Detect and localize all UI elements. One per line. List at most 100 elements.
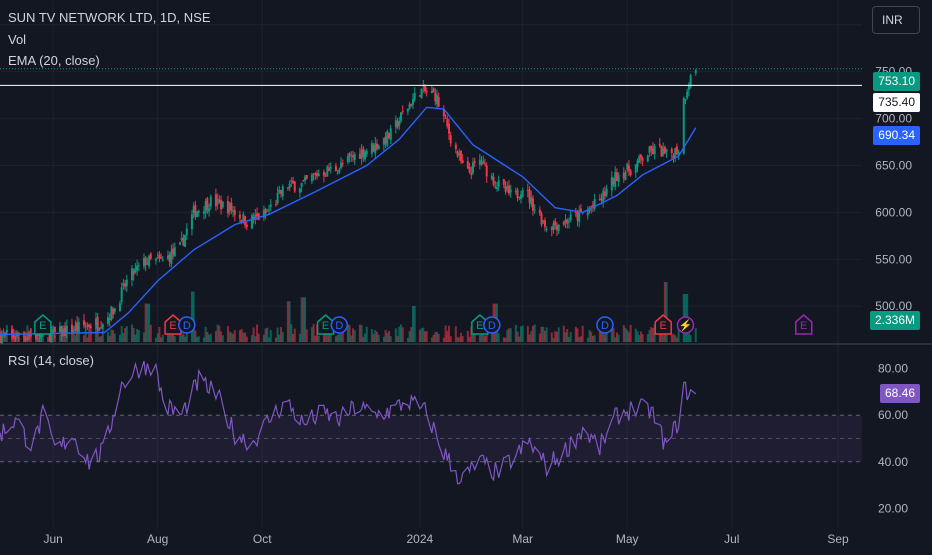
volume-bar	[130, 324, 133, 342]
candle-body	[502, 179, 505, 185]
split-marker[interactable]: ⚡	[676, 316, 695, 334]
candle-body	[410, 104, 413, 107]
candle-body	[627, 165, 630, 172]
candle-body	[70, 324, 73, 333]
volume-bar	[483, 335, 486, 342]
marker-shape	[483, 316, 501, 334]
candle-body	[149, 253, 152, 259]
currency-label: INR	[882, 13, 903, 27]
candle-body	[554, 221, 557, 225]
volume-bar	[322, 330, 325, 342]
volume-bar	[136, 329, 139, 342]
candle-body	[110, 306, 113, 320]
candle-body	[136, 265, 139, 271]
candle-body	[617, 175, 620, 183]
candle-body	[216, 198, 219, 205]
volume-bar	[694, 328, 697, 342]
candle-body	[74, 325, 77, 331]
marker-label: D	[488, 320, 496, 332]
earnings-marker[interactable]: E	[34, 314, 52, 335]
price-tick-label: 650.00	[875, 159, 912, 173]
candle-body	[521, 190, 524, 198]
currency-button[interactable]: INR	[872, 6, 920, 34]
dividend-marker[interactable]: D	[596, 316, 614, 334]
candle-body	[168, 254, 171, 262]
time-tick-label: Jun	[43, 532, 62, 546]
candle-body	[182, 237, 185, 246]
rsi-band	[0, 415, 862, 462]
candle-body	[677, 152, 680, 156]
volume-bar	[614, 337, 617, 342]
volume-bar	[137, 330, 140, 342]
volume-bar	[118, 334, 121, 342]
volume-bar	[461, 336, 464, 342]
candle-body	[543, 220, 546, 227]
volume-bar	[334, 336, 337, 342]
volume-bar	[34, 332, 37, 342]
candle-body	[386, 131, 389, 146]
volume-bar	[77, 331, 80, 342]
volume-bar	[459, 332, 462, 342]
volume-bar	[376, 331, 379, 342]
volume-bar	[506, 329, 509, 342]
volume-bar	[220, 331, 223, 342]
price-tick-label: 500.00	[875, 299, 912, 313]
marker-shape	[34, 314, 52, 335]
volume-bar	[605, 325, 608, 342]
dividend-marker[interactable]: D	[178, 316, 196, 334]
volume-bar	[389, 336, 392, 342]
candle-body	[96, 316, 99, 329]
candle-body	[118, 303, 121, 312]
candle-body	[519, 194, 522, 199]
volume-bar	[485, 329, 488, 342]
volume-bar	[454, 326, 457, 342]
rsi-legend[interactable]: RSI (14, close)	[8, 353, 94, 368]
candle-body	[639, 154, 642, 159]
candle-body	[424, 84, 427, 92]
volume-bar	[639, 331, 642, 342]
candle-body	[662, 148, 665, 155]
volume-bar	[629, 325, 632, 342]
ema-legend[interactable]: EMA (20, close)	[8, 53, 100, 68]
candle-body	[602, 190, 605, 202]
candle-body	[504, 185, 507, 192]
volume-bar	[648, 330, 651, 342]
candle-body	[269, 204, 272, 207]
candle-body	[192, 206, 195, 214]
volume-bar	[74, 335, 77, 342]
volume-bar	[108, 335, 111, 342]
candle-body	[434, 92, 437, 102]
dividend-marker[interactable]: D	[330, 316, 349, 334]
volume-bar	[651, 327, 654, 342]
candle-body	[100, 327, 103, 329]
volume-bar	[120, 326, 123, 342]
volume-bar	[410, 327, 413, 342]
candle-body	[494, 186, 497, 188]
volume-bar	[228, 331, 231, 342]
volume-legend[interactable]: Vol	[8, 32, 27, 47]
candle-body	[495, 187, 498, 189]
candle-body	[288, 183, 291, 189]
volume-bar	[473, 328, 476, 342]
volume-bar	[286, 301, 289, 342]
candle-body	[552, 223, 555, 231]
candle-body	[646, 155, 649, 162]
volume-bar	[268, 337, 271, 342]
volume-bar	[132, 328, 135, 342]
volume-bar	[674, 335, 677, 342]
volume-bar	[478, 335, 481, 342]
earnings-marker[interactable]: E	[794, 314, 813, 335]
marker-label: ⚡	[679, 319, 693, 332]
candle-body	[480, 161, 483, 165]
volume-bar	[650, 327, 653, 342]
volume-bar	[40, 336, 43, 342]
symbol-title[interactable]: SUN TV NETWORK LTD, 1D, NSE	[8, 10, 211, 25]
earnings-marker[interactable]: E	[654, 314, 672, 335]
volume-bar	[581, 325, 584, 342]
dividend-marker[interactable]: D	[483, 316, 501, 334]
candle-body	[531, 198, 534, 211]
volume-bar	[638, 335, 641, 342]
candle-body	[365, 151, 368, 155]
